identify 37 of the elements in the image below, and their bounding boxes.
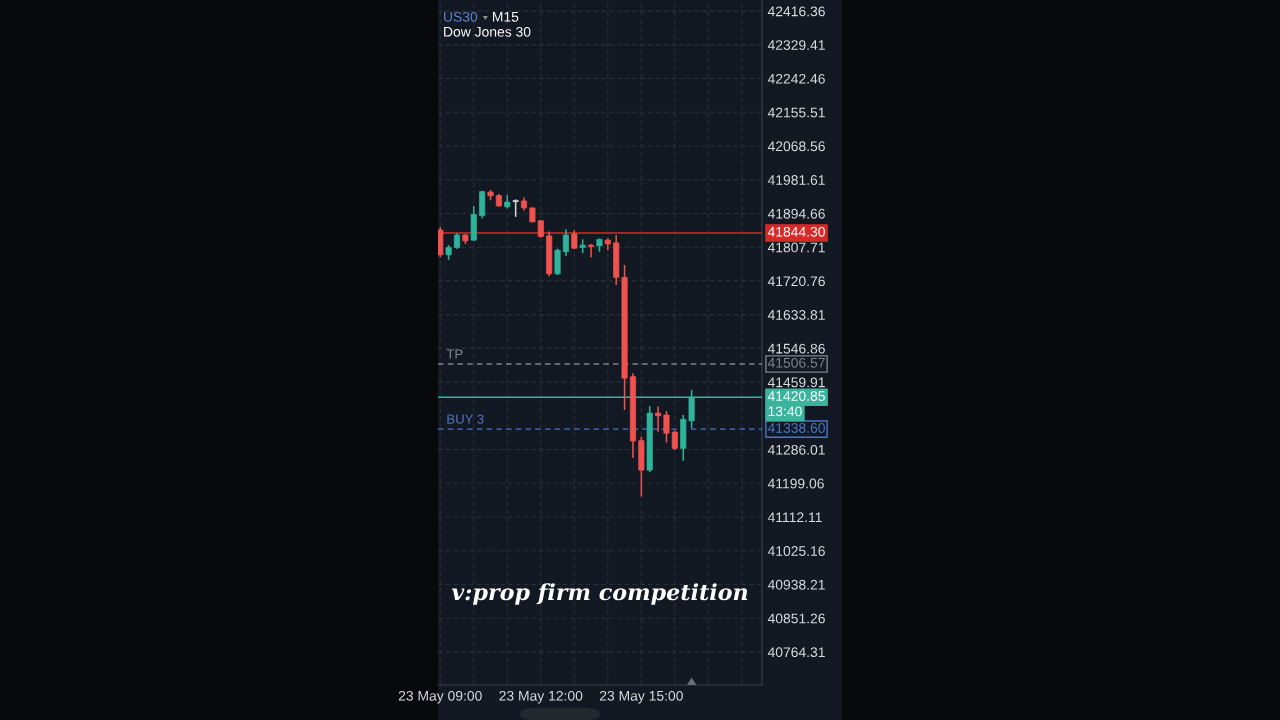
ref-line-label: TP — [446, 349, 463, 359]
x-tick-label: 23 May 12:00 — [499, 690, 583, 704]
y-tick-label: 41286.01 — [767, 444, 825, 455]
y-tick-label: 41633.81 — [767, 309, 825, 320]
annotation: 41338.60 — [767, 423, 825, 433]
y-tick-label: 40938.21 — [767, 579, 825, 590]
y-tick-label: 42416.36 — [767, 6, 825, 17]
y-tick-label: 41807.71 — [767, 242, 825, 253]
candlestick — [663, 410, 670, 444]
x-tick-label: 23 May 15:00 — [599, 690, 683, 704]
y-tick-label: 41459.91 — [767, 377, 825, 388]
y-tick-label: 41199.06 — [767, 478, 824, 489]
y-tick-label: 42329.41 — [767, 40, 825, 50]
y-tick-label: 41720.76 — [767, 276, 825, 287]
annotation: v:prop firm competition — [451, 583, 748, 605]
y-tick-label: 40851.26 — [767, 613, 825, 624]
candlestick — [655, 405, 662, 433]
y-tick-label: 41894.66 — [767, 208, 825, 219]
candlestick — [588, 243, 595, 258]
annotation: 41420.85 — [767, 391, 825, 401]
candlestick — [554, 247, 561, 276]
text: US30 M15 — [444, 11, 519, 22]
x-tick-label: 23 May 09:00 — [398, 690, 482, 704]
annotation: 41844.30 — [767, 226, 825, 237]
ref-line-label: BUY 3 — [447, 414, 484, 424]
y-tick-label: 42068.56 — [767, 141, 825, 152]
y-tick-label: 41546.86 — [767, 343, 825, 354]
candlestick — [562, 228, 569, 257]
y-tick-label: 41112.11 — [767, 512, 822, 523]
text: Dow Jones 30 — [444, 26, 531, 37]
y-tick-label: 41981.61 — [767, 175, 825, 185]
annotation: 41506.57 — [767, 357, 825, 368]
annotation: 13:40 — [768, 406, 802, 417]
y-tick-label: 40764.31 — [767, 647, 825, 658]
y-tick-label: 42242.46 — [767, 73, 825, 84]
y-tick-label: 42155.51 — [767, 107, 825, 118]
y-tick-label: 41025.16 — [767, 546, 825, 556]
